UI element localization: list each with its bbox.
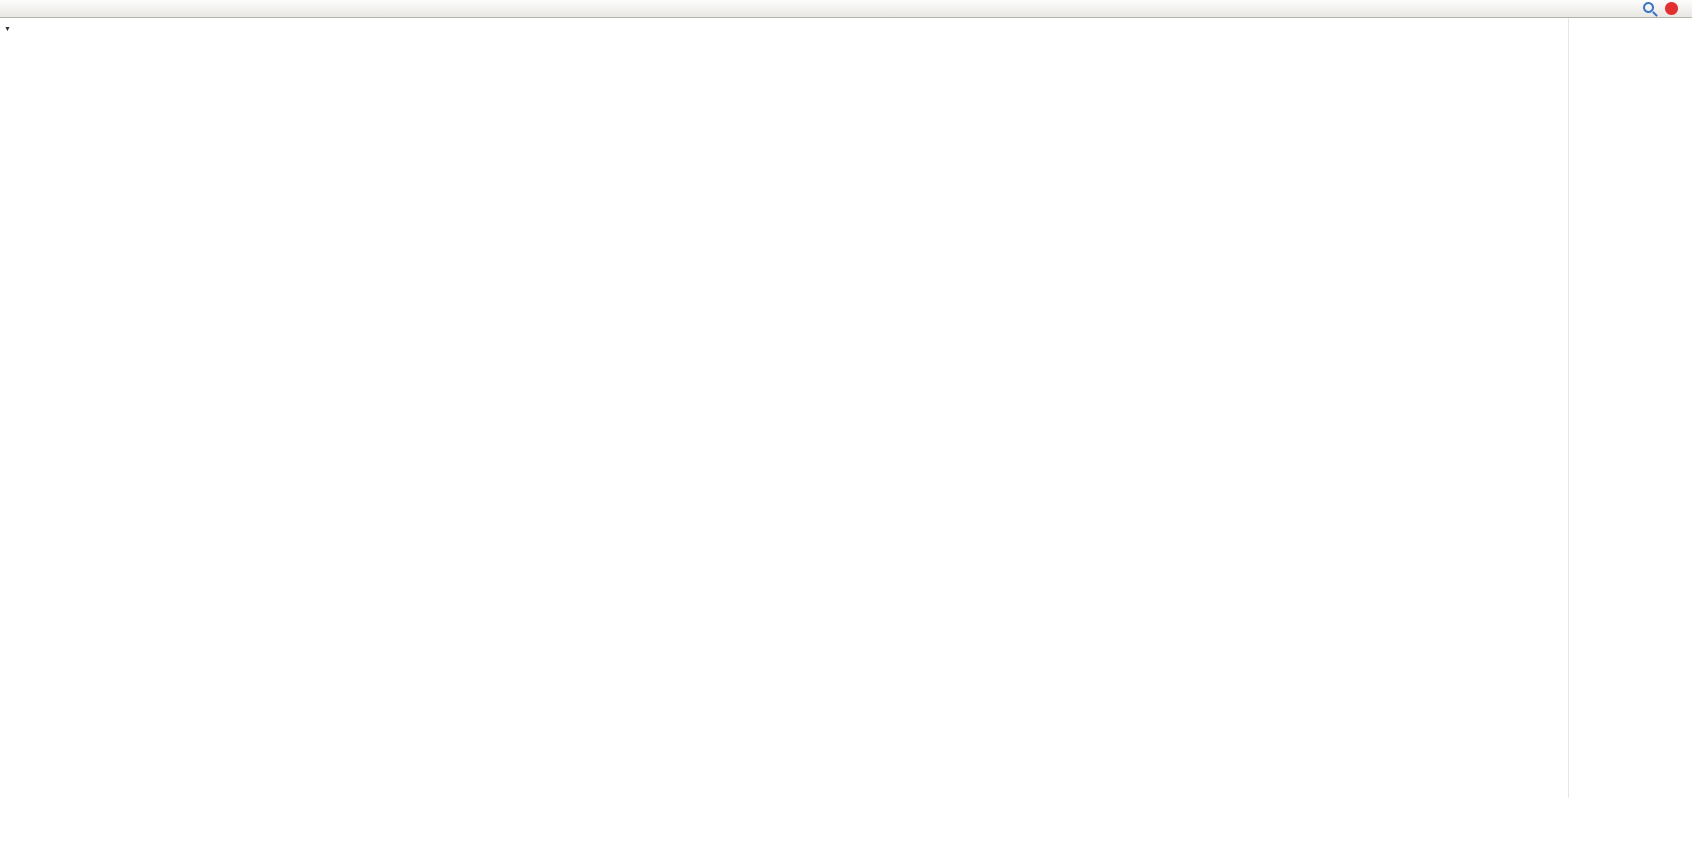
macd-indicator-label: [5, 556, 17, 566]
toolbar: [0, 0, 1692, 18]
chart-header: ▼: [4, 23, 42, 33]
chart-area: ▼: [0, 18, 1569, 798]
notification-badge[interactable]: [1665, 2, 1678, 15]
rsi-indicator-label: [5, 664, 11, 674]
symbol-dropdown-icon[interactable]: ▼: [4, 26, 11, 33]
toolbar-right: [1642, 1, 1678, 16]
chart-canvas[interactable]: [0, 18, 1568, 780]
search-icon[interactable]: [1642, 1, 1657, 16]
